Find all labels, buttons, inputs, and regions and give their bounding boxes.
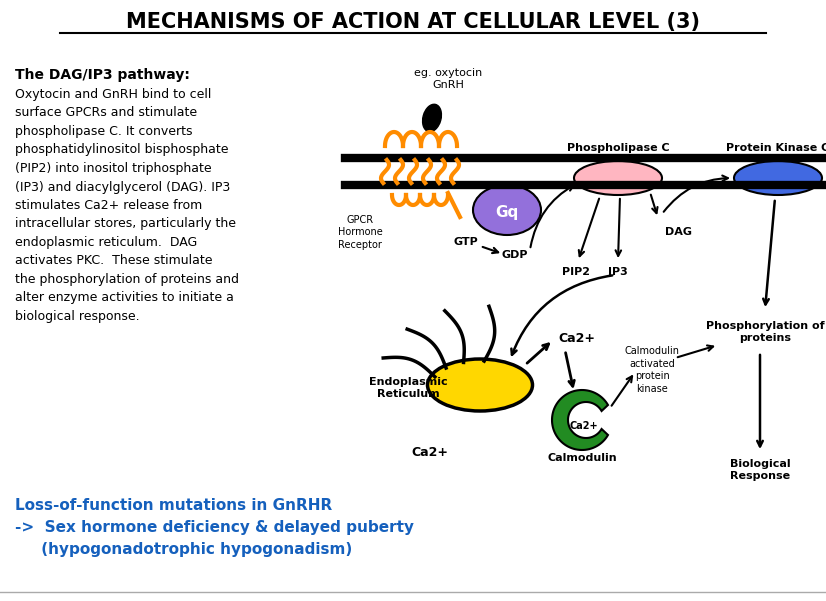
Text: The DAG/IP3 pathway:: The DAG/IP3 pathway: (15, 68, 190, 82)
Text: Ca2+: Ca2+ (570, 421, 598, 431)
Text: GDP: GDP (501, 250, 529, 260)
Text: Loss-of-function mutations in GnRHR: Loss-of-function mutations in GnRHR (15, 498, 332, 513)
Text: IP3: IP3 (608, 267, 628, 277)
Text: Ca2+: Ca2+ (558, 332, 595, 344)
Text: PIP2: PIP2 (562, 267, 590, 277)
Text: ->  Sex hormone deficiency & delayed puberty: -> Sex hormone deficiency & delayed pube… (15, 520, 414, 535)
Text: Calmodulin
activated
protein
kinase: Calmodulin activated protein kinase (624, 346, 680, 394)
Text: Gq: Gq (496, 204, 519, 219)
Text: Calmodulin: Calmodulin (547, 453, 617, 463)
Text: Phosphorylation of
proteins: Phosphorylation of proteins (705, 321, 824, 343)
Ellipse shape (423, 105, 441, 132)
Text: Protein Kinase C: Protein Kinase C (726, 143, 826, 153)
Polygon shape (552, 390, 608, 450)
Ellipse shape (574, 161, 662, 195)
Text: Ca2+: Ca2+ (411, 445, 449, 459)
Text: DAG: DAG (665, 227, 692, 237)
Text: GTP: GTP (453, 237, 478, 247)
Ellipse shape (734, 161, 822, 195)
Text: Phospholipase C: Phospholipase C (567, 143, 669, 153)
Text: MECHANISMS OF ACTION AT CELLULAR LEVEL (3): MECHANISMS OF ACTION AT CELLULAR LEVEL (… (126, 12, 700, 32)
Ellipse shape (473, 185, 541, 235)
Text: Oxytocin and GnRH bind to cell
surface GPCRs and stimulate
phospholipase C. It c: Oxytocin and GnRH bind to cell surface G… (15, 88, 239, 323)
Text: eg. oxytocin
GnRH: eg. oxytocin GnRH (414, 68, 482, 90)
Ellipse shape (428, 359, 533, 411)
Text: GPCR
Hormone
Receptor: GPCR Hormone Receptor (338, 215, 382, 250)
Text: Endoplasmic
Reticulum: Endoplasmic Reticulum (368, 377, 448, 399)
Text: (hypogonadotrophic hypogonadism): (hypogonadotrophic hypogonadism) (15, 542, 352, 557)
Text: Biological
Response: Biological Response (729, 459, 790, 481)
